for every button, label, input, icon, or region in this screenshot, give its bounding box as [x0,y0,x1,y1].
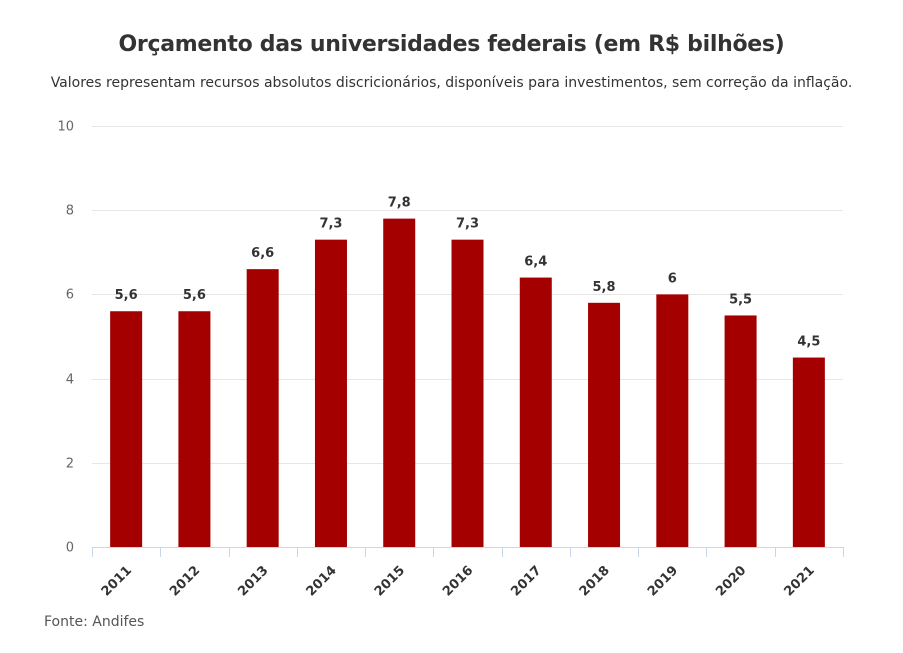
data-label: 7,8 [388,196,411,211]
data-label: 6,6 [251,246,274,261]
data-label: 5,5 [729,292,752,307]
bar [588,302,621,547]
bar [656,294,689,547]
bar [519,277,552,547]
y-tick-label: 6 [66,288,74,303]
data-label: 5,8 [593,280,616,295]
data-label: 7,3 [319,217,342,232]
y-tick-label: 10 [57,120,74,135]
data-label: 5,6 [183,288,206,303]
chart-subtitle: Valores representam recursos absolutos d… [50,75,853,91]
data-label: 7,3 [456,217,479,232]
x-tick-label: 2018 [577,563,613,599]
chart-title: Orçamento das universidades federais (em… [118,32,785,57]
bar [178,311,211,547]
x-tick-label: 2013 [235,563,271,599]
y-tick-label: 0 [66,541,74,556]
y-tick-label: 8 [66,204,74,219]
data-label: 5,6 [115,288,138,303]
bar [724,315,757,547]
bar [451,239,484,548]
source-note: Fonte: Andifes [44,614,145,630]
y-tick-label: 2 [66,457,74,472]
x-tick-label: 2021 [781,563,817,599]
x-tick-label: 2011 [99,563,135,599]
x-tick-label: 2019 [645,563,681,599]
bar [246,269,279,547]
x-tick-label: 2017 [508,563,544,599]
data-label: 6,4 [524,255,547,270]
x-tick-label: 2016 [440,563,476,599]
bar [314,239,347,548]
bar [110,311,143,547]
x-tick-label: 2015 [372,563,408,599]
x-tick-label: 2014 [304,563,340,599]
data-label: 4,5 [797,335,820,350]
data-label: 6 [668,271,677,286]
x-tick-label: 2020 [713,563,749,599]
bar [383,218,416,547]
bar [792,357,825,547]
x-tick-label: 2012 [167,563,203,599]
y-tick-label: 4 [66,373,74,388]
